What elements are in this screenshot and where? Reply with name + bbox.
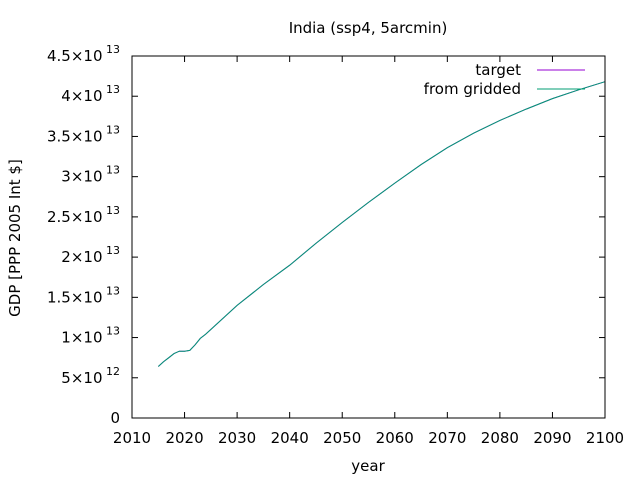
- y-tick-label: 5×10 12: [61, 365, 120, 387]
- y-tick-label: 1×10 13: [61, 325, 120, 347]
- series-line: [157, 81, 606, 367]
- y-tick-label: 3.5×10 13: [47, 123, 120, 145]
- legend-label: target: [475, 61, 521, 79]
- x-tick-label: 2040: [271, 429, 309, 447]
- x-axis-label: year: [351, 457, 385, 475]
- chart-title: India (ssp4, 5arcmin): [289, 19, 448, 37]
- y-axis-label: GDP [PPP 2005 Int $]: [6, 159, 24, 317]
- plot-frame: [131, 55, 606, 419]
- y-tick-label: 4×10 13: [61, 83, 120, 105]
- legend-label: from gridded: [424, 80, 521, 98]
- x-tick-label: 2100: [586, 429, 624, 447]
- axis-ticks: 2010 2020 2030 2040 2050 2060 2070 2080 2090 2100…: [47, 43, 624, 447]
- x-tick-label: 2050: [323, 429, 361, 447]
- y-tick-label: 2.5×10 13: [47, 204, 120, 226]
- y-tick-label: 2×10 13: [61, 244, 120, 266]
- series-line: [157, 81, 606, 367]
- y-tick-label: 0: [110, 409, 120, 427]
- y-tick-label: 3×10 13: [61, 164, 120, 186]
- y-tick-label: 1.5×10 13: [47, 284, 120, 306]
- x-tick-label: 2020: [165, 429, 203, 447]
- x-tick-label: 2080: [481, 429, 519, 447]
- y-tick-label: 4.5×10 13: [47, 43, 120, 65]
- x-tick-label: 2090: [533, 429, 571, 447]
- x-tick-label: 2060: [376, 429, 414, 447]
- x-tick-label: 2070: [428, 429, 466, 447]
- x-tick-label: 2030: [218, 429, 256, 447]
- x-tick-label: 2010: [113, 429, 151, 447]
- data-lines: [157, 81, 606, 367]
